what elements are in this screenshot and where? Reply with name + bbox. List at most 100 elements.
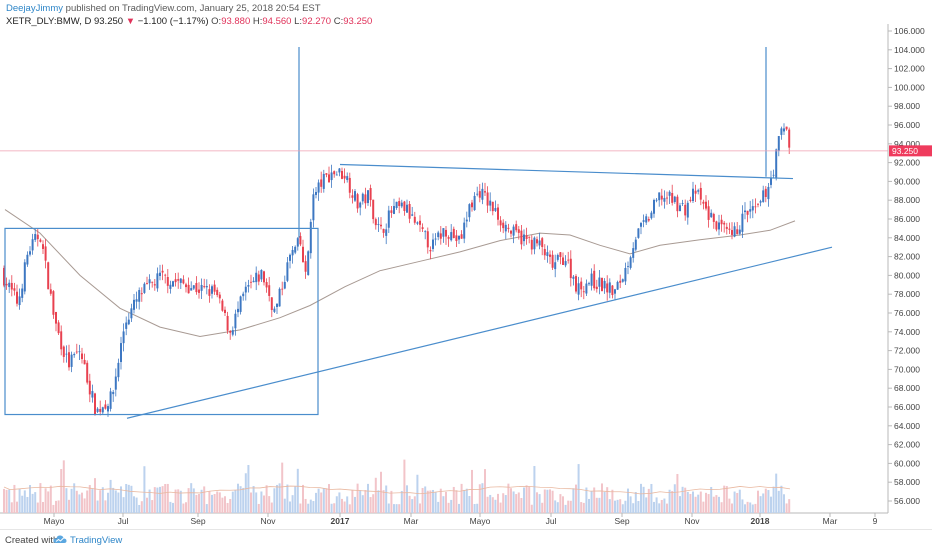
volume-bar [125,483,128,513]
candle-body [34,234,37,240]
volume-bar [528,486,531,513]
volume-bar [577,464,580,513]
time-axis[interactable]: Mayo Jul Sep Nov 2017 Mar Mayo Jul Sep Nov 2018 Mar… [44,513,878,526]
candle-body [351,195,354,198]
candle-body [403,201,406,211]
candle-body [315,191,317,195]
candle-body [268,285,271,296]
candle-body [517,229,520,233]
volume-bar [265,485,268,513]
volume-bar [738,489,741,513]
volume-bar [169,501,172,513]
volume-bar [44,488,47,513]
volume-bar [416,474,419,513]
price-axis[interactable]: 106.000 104.000 102.000 100.000 98.000 96.000… [887,24,925,513]
candle-body [754,206,757,208]
candle-body [29,251,31,255]
volume-bar [634,492,637,513]
volume-bar [286,484,289,513]
volume-bar [369,497,372,513]
candle-body [369,188,372,201]
candle-body [619,280,622,283]
volume-bar [442,496,445,513]
volume-bar [471,469,473,513]
volume-bar [57,500,60,513]
candle-body [86,362,89,383]
volume-bar [153,487,156,513]
candle-body [182,279,185,284]
volume-bar [10,502,13,513]
high-value: 94.560 [262,16,292,27]
volume-bar [588,498,590,513]
candle-body [218,294,221,299]
candle-body [387,210,390,228]
candle-body [382,228,385,233]
candle-body [252,280,255,283]
candle-body [497,207,499,220]
volume-bar [234,489,237,513]
volume-bar [460,483,463,513]
candle-body [567,259,570,261]
candle-body [49,289,52,294]
candle-body [525,235,528,239]
candle-body [486,192,489,206]
candle-body [81,353,83,360]
volume-bar [632,503,635,513]
candle-body [736,229,739,235]
time-tick-label: Mayo [470,516,491,526]
volume-bar [538,494,541,513]
volume-bar [281,462,284,513]
candle-body [419,220,421,225]
volume-bar [777,490,780,513]
volume-bar [497,493,499,513]
candle-body [473,195,476,211]
close-label: C: [333,16,344,27]
candle-body [5,283,8,286]
moving-average-line [4,209,796,338]
candle-body [138,290,141,302]
price-chart[interactable]: 106.000 104.000 102.000 100.000 98.000 96.000… [0,0,932,530]
volume-bar [83,498,86,513]
candle-body [356,194,359,209]
candle-body [13,288,16,291]
time-tick-label: Mar [823,516,838,526]
candle-body [788,129,791,148]
volume-bar [42,501,44,513]
candle-body [325,173,328,175]
volume-bar [476,503,479,513]
candle-body [393,206,395,214]
volume-bar [205,504,208,513]
volume-bar [372,494,375,513]
volume-bar [762,493,765,513]
open-label: O: [211,16,222,27]
candle-body [229,330,232,333]
volume-bar [754,503,757,513]
volume-bar [486,496,489,513]
volume-bar [322,488,325,513]
candle-body [629,257,632,268]
open-value: 93.880 [221,16,251,27]
volume-bar [86,490,89,513]
candle-body [257,274,260,282]
volume-bar [413,496,416,513]
volume-bar [707,494,710,513]
candle-body [398,201,401,207]
volume-bar [231,491,234,513]
candle-body [731,230,733,235]
volume-bar [660,499,663,513]
candle-body [447,237,450,239]
candle-body [39,239,42,242]
volume-bar [400,490,403,513]
author-link[interactable]: DeejayJimmy [6,3,64,14]
tradingview-brand-link[interactable]: TradingView [70,535,123,546]
volume-bar [309,499,312,513]
symbol-label[interactable]: XETR_DLY:BMW, D [6,16,92,27]
candle-body [395,201,398,208]
volume-bars [3,459,791,513]
price-badge: 93.250 [889,145,932,157]
volume-bar [195,494,198,513]
volume-bar [484,469,486,513]
drawings[interactable] [4,46,833,419]
volume-bar [775,473,778,513]
volume-bar [21,495,24,513]
